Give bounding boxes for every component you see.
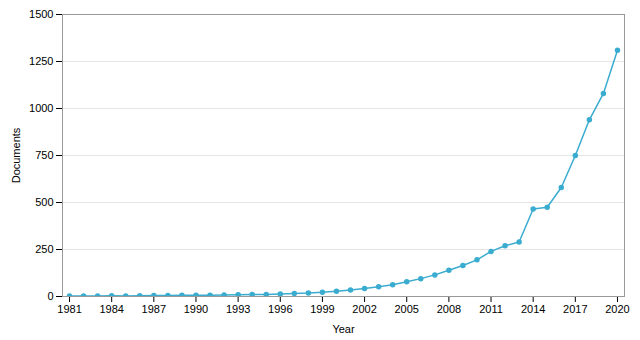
- svg-text:500: 500: [35, 196, 53, 208]
- svg-text:2020: 2020: [605, 303, 629, 315]
- svg-text:0: 0: [47, 290, 53, 302]
- svg-text:2002: 2002: [352, 303, 376, 315]
- svg-text:1990: 1990: [184, 303, 208, 315]
- svg-text:2008: 2008: [437, 303, 461, 315]
- svg-text:2005: 2005: [394, 303, 418, 315]
- svg-text:1993: 1993: [226, 303, 250, 315]
- svg-text:Year: Year: [332, 323, 355, 335]
- svg-text:Documents: Documents: [10, 127, 22, 183]
- svg-text:1999: 1999: [310, 303, 334, 315]
- svg-text:2014: 2014: [521, 303, 545, 315]
- svg-text:1250: 1250: [29, 55, 53, 67]
- svg-text:1996: 1996: [268, 303, 292, 315]
- svg-text:2011: 2011: [479, 303, 503, 315]
- svg-text:1500: 1500: [29, 8, 53, 20]
- svg-text:750: 750: [35, 149, 53, 161]
- svg-text:1984: 1984: [99, 303, 123, 315]
- svg-text:1987: 1987: [142, 303, 166, 315]
- svg-text:1981: 1981: [57, 303, 81, 315]
- svg-text:250: 250: [35, 243, 53, 255]
- svg-text:1000: 1000: [29, 102, 53, 114]
- svg-text:2017: 2017: [563, 303, 587, 315]
